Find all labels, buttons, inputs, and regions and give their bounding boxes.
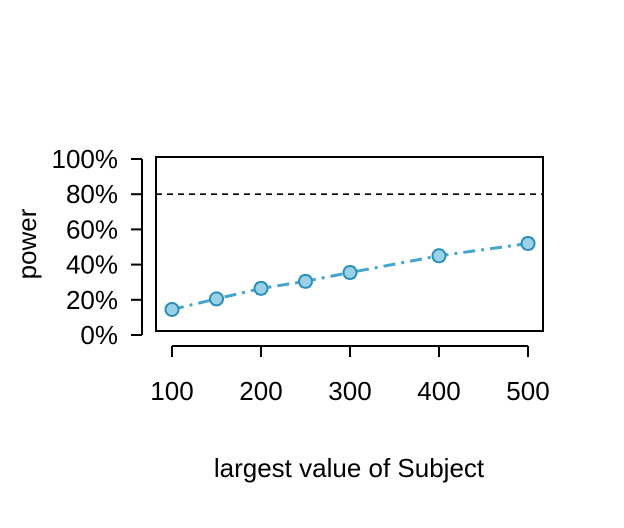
x-axis-label: largest value of Subject [214,453,485,483]
plot-frame [155,156,544,332]
y-axis: 0% 20% 40% 60% 80% 100% [52,144,143,350]
data-point [431,248,447,264]
x-tick-label: 200 [239,376,282,406]
y-tick-label: 40% [66,250,118,280]
data-point [164,301,180,317]
data-point [520,235,536,251]
y-tick-label: 100% [52,144,119,174]
data-point [342,265,358,281]
y-tick-label: 60% [66,214,118,244]
y-axis-label: power [12,208,42,279]
data-point [298,273,313,289]
x-axis: 100 200 300 400 500 [150,345,550,406]
x-tick-label: 500 [506,376,549,406]
x-tick-label: 400 [417,376,460,406]
data-point [253,280,269,296]
y-tick-label: 20% [66,285,118,315]
x-tick-label: 100 [150,376,193,406]
y-tick-label: 0% [80,320,118,350]
y-tick-label: 80% [66,179,118,209]
series-points [164,235,536,317]
x-tick-label: 300 [328,376,371,406]
data-point [209,291,224,307]
